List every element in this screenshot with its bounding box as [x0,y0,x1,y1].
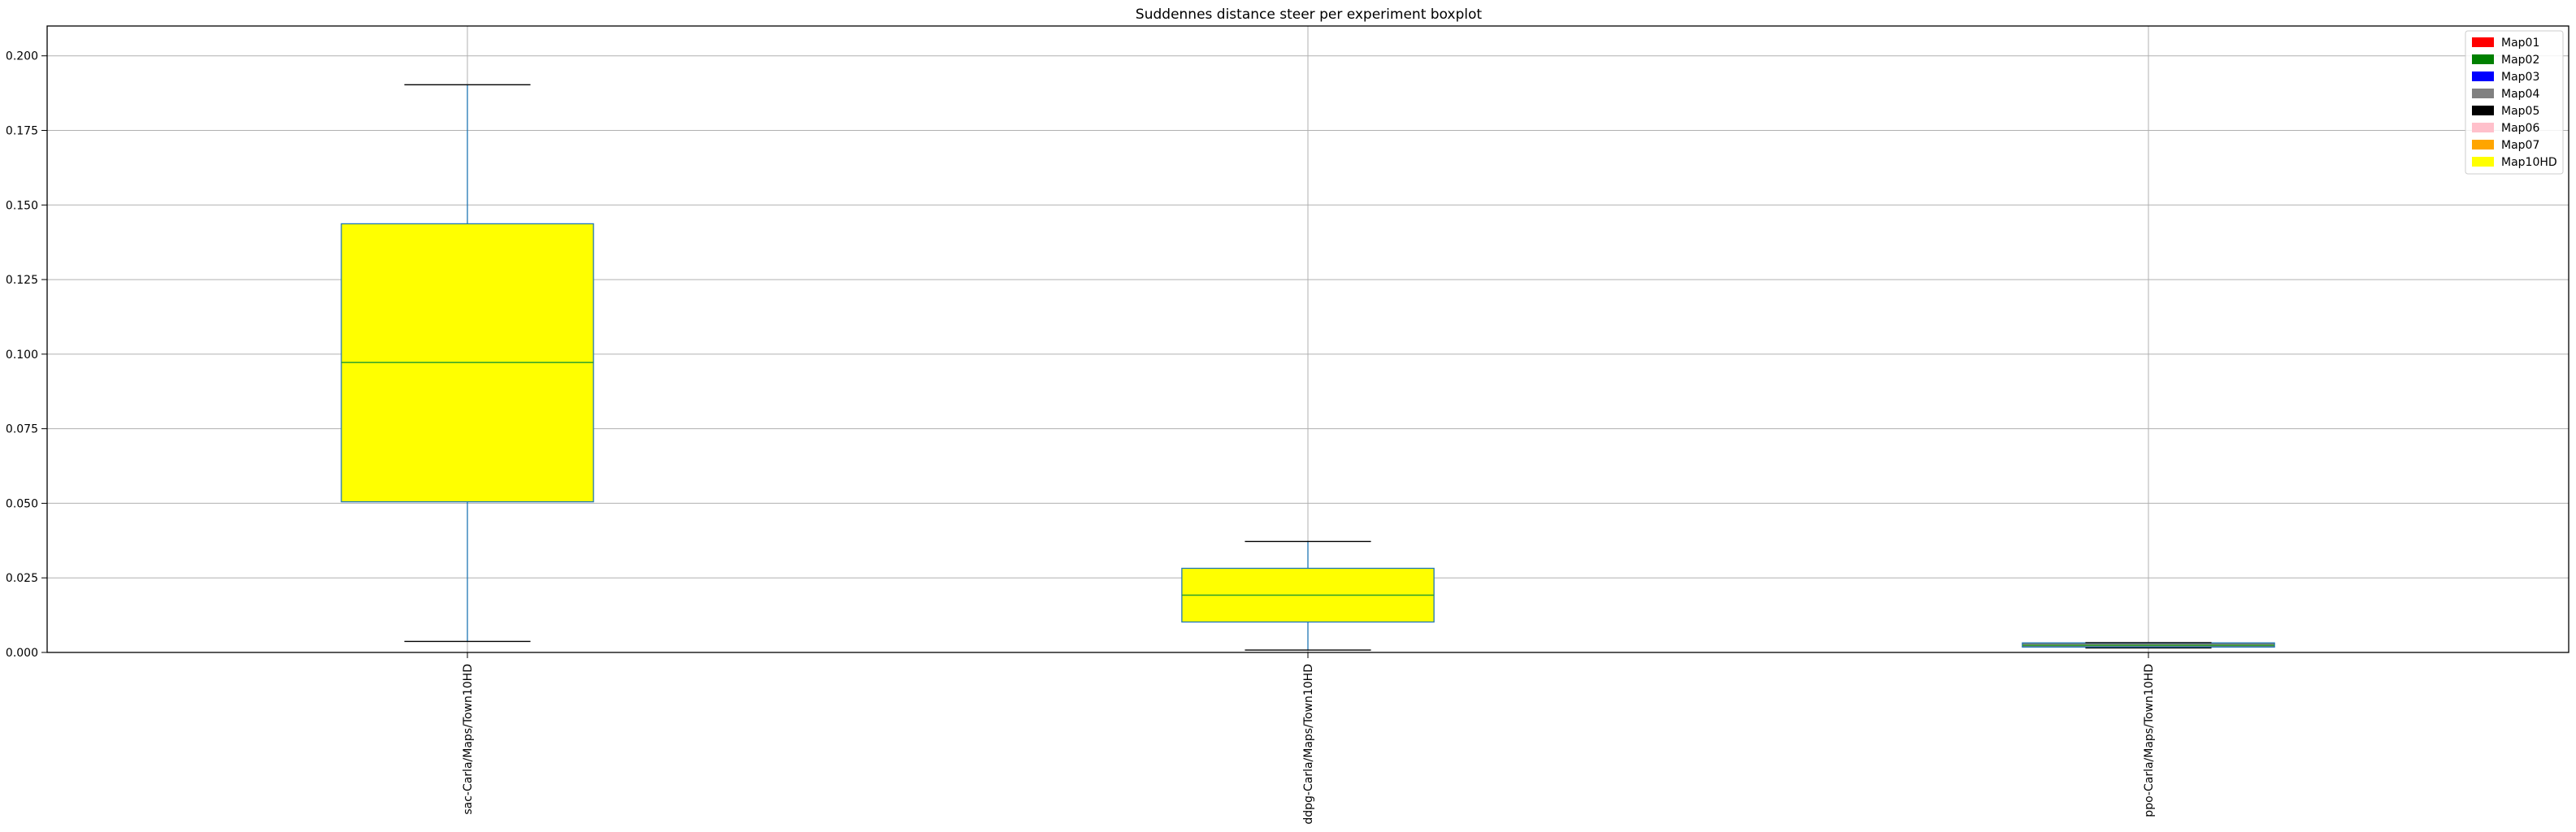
x-tick-label: sac-Carla/Maps/Town10HD [462,664,475,815]
legend-swatch [2472,72,2494,81]
legend-swatch [2472,123,2494,132]
legend-label: Map02 [2501,54,2539,67]
y-tick-label: 0.075 [6,423,38,436]
boxes [341,84,2275,651]
y-tick-label: 0.125 [6,274,38,287]
legend-label: Map05 [2501,105,2539,118]
y-tick-label: 0.050 [6,497,38,510]
legend-label: Map01 [2501,37,2539,50]
legend-swatch [2472,89,2494,98]
y-axis: 0.000 0.025 0.050 0.075 0.100 0.125 0.150 0.175… [6,50,47,660]
legend-label: Map03 [2501,71,2539,84]
x-tick-label: ppo-Carla/Maps/Town10HD [2143,664,2156,817]
box-group [341,84,594,643]
x-axis: sac-Carla/Maps/Town10HD ddpg-Carla/Maps/T… [462,652,2156,825]
legend-frame [2465,30,2564,175]
y-tick-label: 0.025 [6,572,38,585]
legend-swatch [2472,54,2494,64]
legend: Map01 Map02 Map03 Map04 Map05 Map06 Map07 Map10… [2465,30,2564,175]
y-tick-label: 0.100 [6,349,38,362]
legend-swatch [2472,106,2494,115]
y-tick-label: 0.000 [6,647,38,660]
y-tick-label: 0.150 [6,199,38,212]
x-tick-label: ddpg-Carla/Maps/Town10HD [1302,664,1315,825]
legend-swatch [2472,37,2494,47]
legend-swatch [2472,140,2494,150]
legend-label: Map04 [2501,88,2539,101]
y-tick-label: 0.175 [6,125,38,138]
legend-label: Map06 [2501,122,2539,135]
legend-label: Map07 [2501,139,2539,152]
legend-label: Map10HD [2501,156,2557,169]
chart-title: Suddennes distance steer per experiment … [1136,6,1482,23]
box-group [2022,642,2275,649]
legend-swatch [2472,157,2494,167]
y-tick-label: 0.200 [6,50,38,63]
box-group [1181,540,1435,651]
